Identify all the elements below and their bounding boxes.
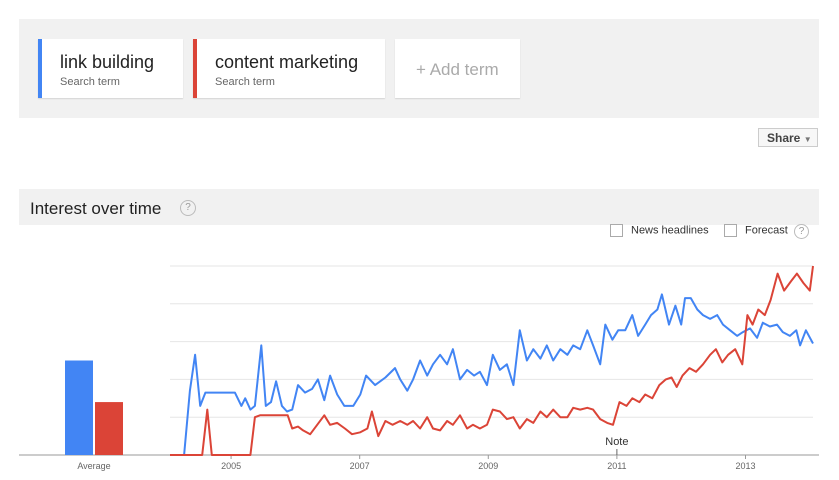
term-name: content marketing <box>215 52 359 72</box>
share-button[interactable]: Share ▼ <box>758 128 818 147</box>
x-tick-label: 2011 <box>607 461 626 471</box>
x-tick-label: 2013 <box>735 461 755 471</box>
term-chip[interactable]: link building Search term <box>38 39 183 98</box>
term-name: link building <box>60 52 155 72</box>
x-tick-label: 2005 <box>221 461 241 471</box>
annotation-label: Note <box>605 436 628 448</box>
series-line <box>170 293 814 456</box>
series-line <box>170 265 814 456</box>
term-chip[interactable]: content marketing Search term <box>193 39 385 98</box>
help-icon[interactable]: ? <box>794 224 809 239</box>
section-header: Interest over time ? <box>19 189 819 225</box>
x-tick-label: 2009 <box>478 461 498 471</box>
option-label: News headlines <box>631 224 709 237</box>
option-label: Forecast <box>745 224 788 237</box>
section-title: Interest over time <box>30 199 162 218</box>
average-label: Average <box>77 461 110 471</box>
term-subtitle: Search term <box>60 76 120 88</box>
option[interactable]: Forecast <box>724 224 788 237</box>
term-subtitle: Search term <box>215 76 275 88</box>
help-icon[interactable]: ? <box>180 200 196 216</box>
checkbox[interactable] <box>724 224 737 237</box>
share-label: Share <box>767 131 801 145</box>
checkbox[interactable] <box>610 224 623 237</box>
average-bar <box>65 360 93 455</box>
x-tick-label: 2007 <box>350 461 370 471</box>
add-term[interactable]: + Add term <box>395 39 520 98</box>
option[interactable]: News headlines <box>610 224 709 237</box>
average-bar <box>95 402 123 455</box>
